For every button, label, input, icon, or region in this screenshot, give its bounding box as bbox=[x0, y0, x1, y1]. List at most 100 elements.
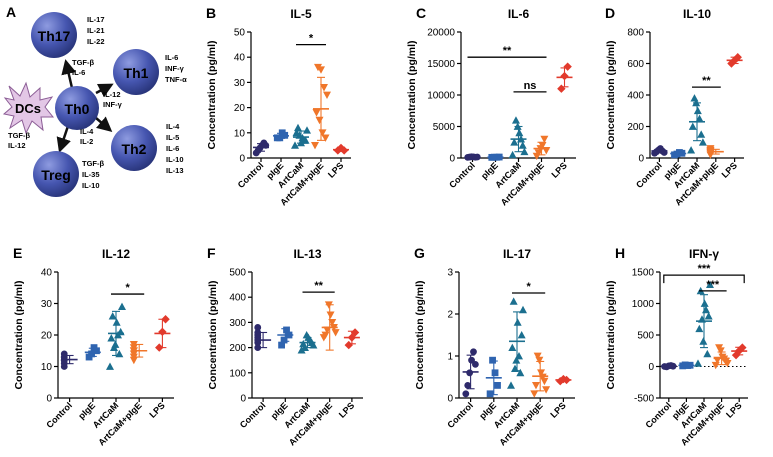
significance-label: ** bbox=[702, 75, 711, 87]
y-axis-label: Concentration (pg/ml) bbox=[207, 280, 219, 389]
th1-cytokine-3: TNF-α bbox=[165, 75, 187, 84]
chart-title: IL-5 bbox=[290, 7, 312, 21]
data-point bbox=[687, 146, 696, 154]
series-artcam bbox=[508, 116, 529, 159]
y-tick-label: 1000 bbox=[632, 299, 655, 310]
data-point bbox=[540, 135, 549, 144]
y-tick-label: 800 bbox=[627, 28, 644, 39]
data-point bbox=[278, 129, 286, 137]
series-pige bbox=[678, 361, 695, 370]
series-control bbox=[462, 348, 479, 398]
x-tick-label: pIgE bbox=[477, 400, 498, 421]
data-point bbox=[520, 147, 529, 156]
y-tick-label: 20 bbox=[234, 103, 246, 114]
data-point bbox=[292, 128, 301, 137]
y-axis-label: Concentration (pg/ml) bbox=[605, 40, 617, 149]
y-tick-label: 40 bbox=[41, 268, 53, 279]
data-point bbox=[731, 350, 741, 360]
y-tick-label: 2 bbox=[447, 310, 453, 321]
data-point bbox=[470, 348, 477, 356]
panel-letter: D bbox=[605, 5, 615, 21]
data-point bbox=[315, 116, 324, 125]
th17-diff-2: IL-6 bbox=[72, 68, 85, 77]
th2-cell-icon bbox=[111, 125, 157, 171]
y-tick-label: 300 bbox=[229, 318, 246, 329]
th0-cell-icon bbox=[55, 86, 99, 130]
series-artcam-pige bbox=[311, 63, 331, 150]
data-point bbox=[161, 315, 170, 324]
data-point bbox=[486, 390, 494, 398]
y-tick-label: 10 bbox=[234, 128, 246, 139]
th2-cytokine-1: IL-4 bbox=[166, 122, 180, 131]
significance-label: *** bbox=[698, 263, 712, 275]
x-tick-label: Control bbox=[44, 400, 74, 430]
y-tick-label: 1500 bbox=[632, 268, 655, 279]
data-point bbox=[276, 134, 284, 142]
y-tick-label: 100 bbox=[229, 368, 246, 379]
data-point bbox=[531, 382, 540, 390]
chart-panel-f: F IL-13 0 100 200 300 400 500 Concentration (pg/… bbox=[207, 245, 363, 448]
data-point bbox=[90, 344, 98, 351]
y-tick-label: 10000 bbox=[427, 91, 455, 102]
data-point bbox=[331, 329, 340, 337]
data-point bbox=[706, 280, 714, 288]
th17-cytokine-2: IL-21 bbox=[87, 26, 105, 35]
data-point bbox=[254, 324, 262, 331]
arrow-th0-to-th2 bbox=[95, 116, 113, 132]
data-point bbox=[60, 353, 68, 361]
th17-cytokine-3: IL-22 bbox=[87, 37, 105, 46]
x-tick-label: LPS bbox=[724, 400, 743, 419]
panel-letter: C bbox=[416, 5, 426, 21]
treg-cytokine-2: IL-35 bbox=[82, 170, 100, 179]
data-point bbox=[733, 53, 742, 62]
data-point bbox=[158, 327, 167, 337]
x-tick-label: Control bbox=[445, 400, 475, 430]
treg-cytokine-1: TGF-β bbox=[82, 159, 104, 168]
series-artcam-pige bbox=[711, 344, 732, 370]
data-point bbox=[517, 331, 526, 339]
data-point bbox=[323, 326, 332, 334]
series-pige bbox=[84, 344, 101, 361]
chart-panel-g: G IL-17 0 1 2 3 Concentration (pg/ml) Control pI… bbox=[414, 245, 575, 448]
y-tick-label: 1 bbox=[447, 352, 453, 363]
x-tick-label: Control bbox=[236, 160, 266, 190]
significance-label: ns bbox=[524, 80, 537, 92]
x-tick-label: LPS bbox=[720, 160, 739, 179]
data-point bbox=[510, 138, 519, 146]
series-pige bbox=[273, 129, 289, 142]
series-artcam-pige bbox=[319, 301, 340, 351]
arrow-th0-to-treg bbox=[56, 125, 71, 153]
data-point bbox=[542, 386, 551, 394]
th1-diff-2: INF-γ bbox=[103, 100, 123, 109]
panel-letter: H bbox=[615, 245, 625, 261]
y-tick-label: 0 bbox=[638, 154, 644, 165]
treg-diff-1: TGF-β bbox=[8, 131, 30, 140]
arrow-th0-to-th17 bbox=[61, 59, 77, 89]
data-point bbox=[715, 344, 724, 352]
data-point bbox=[698, 138, 707, 146]
data-point bbox=[697, 130, 706, 138]
data-point bbox=[318, 129, 327, 137]
data-point bbox=[323, 91, 331, 99]
data-point bbox=[692, 98, 701, 107]
y-tick-label: 40 bbox=[234, 53, 246, 64]
chart-panel-c: C IL-6 0 5000 10000 15000 20000 Concentration (… bbox=[406, 5, 576, 208]
series-lps bbox=[333, 143, 349, 155]
x-tick-label: LPS bbox=[337, 400, 356, 419]
series-artcam bbox=[106, 302, 126, 370]
data-point bbox=[511, 116, 520, 124]
series-artcam bbox=[694, 280, 714, 367]
treg-cell-icon bbox=[33, 151, 79, 197]
th2-cytokine-3: IL-6 bbox=[166, 144, 179, 153]
series-control bbox=[254, 324, 272, 351]
x-tick-label: Control bbox=[634, 160, 664, 190]
series-lps bbox=[555, 374, 572, 386]
panel-letter-a: A bbox=[6, 4, 16, 20]
data-point bbox=[690, 94, 699, 102]
y-tick-label: 20000 bbox=[427, 28, 455, 39]
data-point bbox=[344, 340, 353, 350]
significance-label: * bbox=[526, 281, 531, 293]
th17-cytokine-1: IL-17 bbox=[87, 15, 105, 24]
series-lps bbox=[154, 315, 171, 352]
